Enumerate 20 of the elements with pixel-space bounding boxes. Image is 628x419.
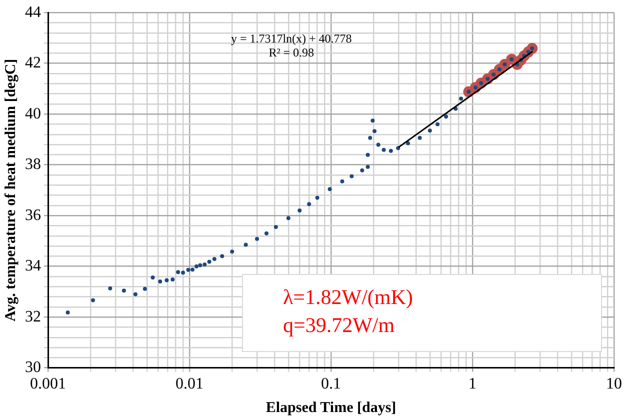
- y-tick-label: 38: [25, 156, 41, 174]
- y-tick-label: 36: [25, 206, 41, 224]
- y-tick-label: 32: [25, 308, 41, 326]
- annotation: λ=1.82W/(mK): [283, 284, 414, 311]
- x-axis-title: Elapsed Time [days]: [266, 400, 396, 416]
- y-tick-label: 44: [25, 4, 41, 21]
- y-tick-label: 42: [25, 54, 41, 72]
- annotation: q=39.72W/m: [283, 312, 396, 339]
- y-tick-label: 40: [25, 105, 41, 122]
- annotation: y = 1.7317ln(x) + 40.778: [230, 32, 352, 46]
- x-tick-label: 10: [606, 376, 622, 393]
- annotation: R² = 0.98: [268, 46, 314, 60]
- y-axis-title: Avg. temperature of heat medium [degC]: [2, 58, 19, 322]
- x-tick-label: 0.01: [176, 376, 204, 393]
- x-tick-label: 0.1: [321, 376, 341, 393]
- x-tick-label: 1: [468, 376, 476, 393]
- y-tick-label: 34: [25, 258, 41, 275]
- y-tick-label: 30: [25, 359, 41, 376]
- text-box: λ=1.82W/(mK) q=39.72W/m: [242, 274, 602, 352]
- x-tick-label: 0.001: [30, 376, 66, 393]
